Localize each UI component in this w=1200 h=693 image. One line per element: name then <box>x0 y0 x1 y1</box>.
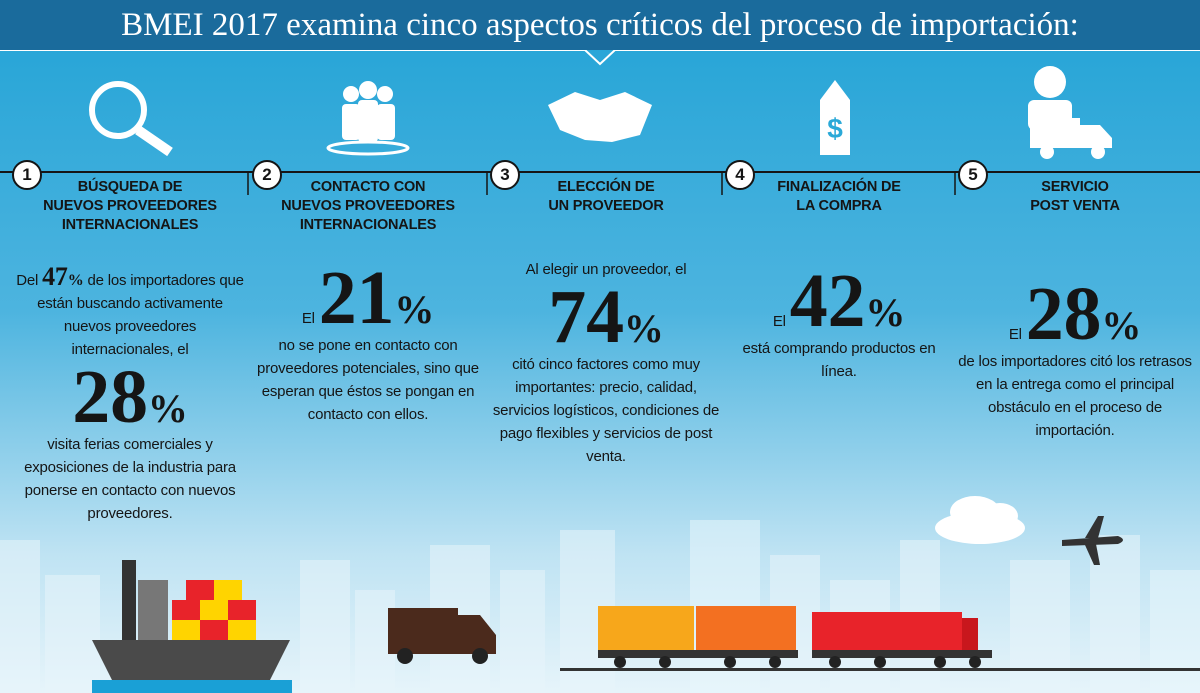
plane <box>1062 516 1123 565</box>
step-number: 4 <box>725 160 755 190</box>
percentage: El 28% <box>958 276 1192 352</box>
percentage: El 42% <box>725 263 953 339</box>
heading-line: NUEVOS PROVEEDORES <box>281 198 455 214</box>
step-number: 2 <box>252 160 282 190</box>
heading-line: NUEVOS PROVEEDORES <box>43 198 217 214</box>
ship <box>92 560 292 693</box>
step-text: citó cinco factores como muy importantes… <box>492 356 720 465</box>
step-text: de los importadores citó los retrasos en… <box>958 353 1192 439</box>
intro-unit: % <box>67 272 84 289</box>
step-heading: CONTACTO CON NUEVOS PROVEEDORES INTERNACIO… <box>252 160 484 235</box>
percentage-value: 28 <box>72 355 148 439</box>
train <box>560 606 1200 671</box>
step-body: El 21% no se pone en contacto con proveed… <box>252 260 484 426</box>
percentage-unit: % <box>865 290 906 335</box>
heading-line: ELECCIÓN DE <box>557 179 655 195</box>
cloud <box>935 496 1025 544</box>
step-number: 1 <box>12 160 42 190</box>
percentage: 74% <box>490 279 722 355</box>
heading-line: INTERNACIONALES <box>299 217 437 233</box>
percentage-unit: % <box>623 306 664 351</box>
step-heading: BÚSQUEDA DE NUEVOS PROVEEDORES INTERNACION… <box>12 160 248 235</box>
heading-line: BÚSQUEDA DE <box>77 179 183 195</box>
percentage-value: 42 <box>789 259 866 343</box>
percentage: 28% <box>12 359 248 435</box>
step: 1 BÚSQUEDA DE NUEVOS PROVEEDORES INTERNACIO… <box>12 160 248 522</box>
heading-line: INTERNACIONALES <box>61 217 199 233</box>
step-text: está comprando productos en línea. <box>742 340 936 380</box>
intro: Al elegir un proveedor, el <box>525 261 687 278</box>
title-bar <box>0 0 1200 50</box>
percentage-value: 74 <box>548 275 624 359</box>
truck <box>388 608 496 664</box>
dividers <box>247 172 956 195</box>
heading-line: SERVICIO <box>1041 179 1109 195</box>
step-body: Al elegir un proveedor, el 74% citó cinco … <box>490 258 722 468</box>
heading-line: FINALIZACIÓN DE <box>777 179 901 195</box>
icon-handshake <box>548 92 652 142</box>
step: 5 SERVICIO POST VENTA El 28% de los importad… <box>958 160 1192 439</box>
step-heading: SERVICIO POST VENTA <box>958 160 1192 216</box>
percentage-unit: % <box>394 287 435 332</box>
icon-tag: $ <box>820 80 850 155</box>
step-text: visita ferias comerciales y exposiciones… <box>24 436 236 522</box>
icon-delivery <box>1028 66 1112 159</box>
step-heading: ELECCIÓN DE UN PROVEEDOR <box>490 160 722 216</box>
percentage-value: 21 <box>318 256 395 340</box>
percentage: El 21% <box>252 260 484 336</box>
percentage-unit: % <box>1101 303 1142 348</box>
step-body: El 28% de los importadores citó los retra… <box>958 276 1192 442</box>
heading-line: UN PROVEEDOR <box>548 198 664 214</box>
step-number: 5 <box>958 160 988 190</box>
percentage-unit: % <box>147 386 188 431</box>
step: 3 ELECCIÓN DE UN PROVEEDOR Al elegir un pro… <box>490 160 722 465</box>
icon-people <box>326 81 410 156</box>
percentage-value: 28 <box>1025 272 1102 356</box>
step-number: 3 <box>490 160 520 190</box>
step-body: Del 47% de los importadores que están bu… <box>12 262 248 525</box>
step-body: El 42% está comprando productos en línea. <box>725 263 953 383</box>
title-notch <box>0 49 1200 66</box>
intro-text: de los importadores que están buscando a… <box>37 272 244 358</box>
intro: El <box>1008 326 1022 343</box>
heading-line: LA COMPRA <box>796 198 882 214</box>
intro: El <box>301 310 315 327</box>
step-text: no se pone en contacto con proveedores p… <box>257 337 479 423</box>
step-heading: FINALIZACIÓN DE LA COMPRA <box>725 160 953 216</box>
step: 2 CONTACTO CON NUEVOS PROVEEDORES INTERNACI… <box>252 160 484 423</box>
heading-line: POST VENTA <box>1030 198 1120 214</box>
intro: Del 47% de los importadores que están bu… <box>12 262 248 361</box>
step: 4 FINALIZACIÓN DE LA COMPRA El 42% está comp… <box>725 160 953 380</box>
intro-value: 47 <box>42 262 68 291</box>
title: BMEI 2017 examina cinco aspectos crítico… <box>121 7 1079 43</box>
svg-text:$: $ <box>827 113 843 144</box>
heading-line: CONTACTO CON <box>310 179 426 195</box>
icon-search <box>89 81 173 157</box>
intro-prefix: Del <box>16 272 39 289</box>
intro: El <box>772 313 786 330</box>
